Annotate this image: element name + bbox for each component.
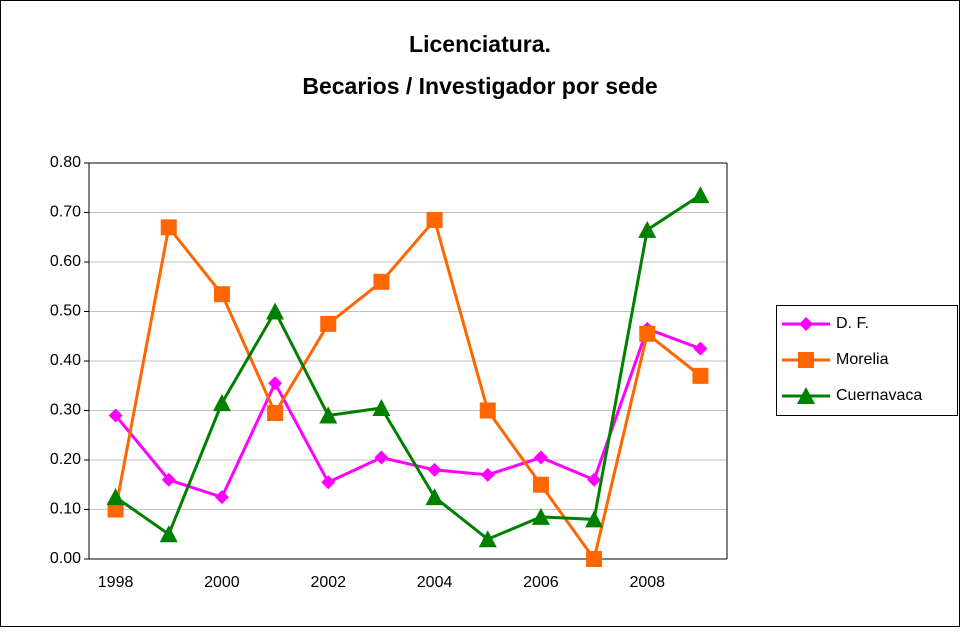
series-line <box>114 193 702 541</box>
data-point <box>638 220 657 238</box>
data-point <box>373 273 390 290</box>
data-point <box>108 408 123 423</box>
data-point <box>585 510 604 528</box>
data-point <box>159 525 178 543</box>
legend-label: D. F. <box>836 315 869 332</box>
data-point <box>321 475 336 490</box>
chart-title: Becarios / Investigador por sede <box>302 73 657 99</box>
data-point <box>587 472 602 487</box>
x-tick-label: 2002 <box>310 574 346 591</box>
data-point <box>320 315 337 332</box>
series-line <box>114 326 701 499</box>
data-point <box>425 488 444 506</box>
data-point <box>212 394 231 412</box>
y-tick-label: 0.10 <box>50 501 81 518</box>
data-point <box>691 186 710 204</box>
series-line <box>114 216 702 563</box>
data-point <box>427 462 442 477</box>
data-point <box>160 219 177 236</box>
data-point <box>586 551 603 567</box>
chart-title: Licenciatura. <box>409 31 551 57</box>
data-point <box>480 467 495 482</box>
y-tick-label: 0.40 <box>50 352 81 369</box>
data-point <box>692 367 709 384</box>
y-tick-label: 0.50 <box>50 303 81 320</box>
data-point <box>639 325 656 342</box>
y-tick-label: 0.70 <box>50 204 81 221</box>
data-point <box>214 490 229 505</box>
legend-marker <box>798 352 814 368</box>
data-point <box>319 406 338 424</box>
data-point <box>374 450 389 465</box>
x-tick-label: 2000 <box>204 574 240 591</box>
data-point <box>533 450 548 465</box>
x-tick-label: 2004 <box>417 574 453 591</box>
x-tick-label: 2006 <box>523 574 559 591</box>
y-tick-label: 0.20 <box>50 451 81 468</box>
y-tick-label: 0.60 <box>50 253 81 270</box>
data-point <box>213 286 230 303</box>
x-tick-label: 2008 <box>629 574 665 591</box>
x-tick-label: 1998 <box>98 574 134 591</box>
data-point <box>693 341 708 356</box>
legend-marker <box>799 317 813 331</box>
y-tick-label: 0.80 <box>50 154 81 171</box>
data-point <box>479 402 496 419</box>
data-point <box>107 501 124 518</box>
data-point <box>268 376 283 391</box>
data-point <box>267 404 284 421</box>
data-point <box>106 488 125 506</box>
data-point <box>161 472 176 487</box>
data-point <box>532 476 549 493</box>
data-point <box>478 530 497 548</box>
legend-marker <box>797 387 815 404</box>
data-point <box>531 507 550 525</box>
data-point <box>266 302 285 320</box>
data-point <box>426 211 443 228</box>
y-tick-label: 0.00 <box>50 550 81 567</box>
y-tick-label: 0.30 <box>50 402 81 419</box>
data-point <box>372 399 391 417</box>
legend-label: Morelia <box>836 351 889 368</box>
legend-label: Cuernavaca <box>836 387 922 404</box>
